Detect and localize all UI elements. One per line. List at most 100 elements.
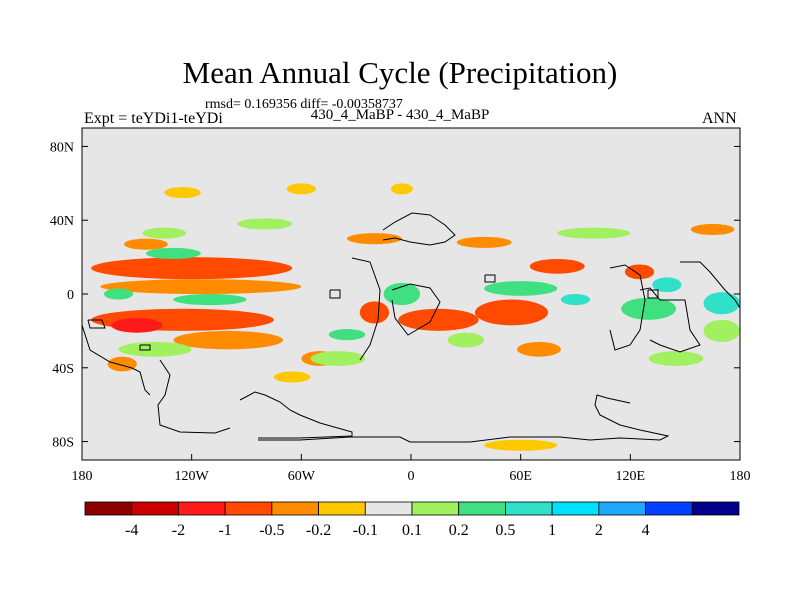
anomaly-patch bbox=[624, 264, 655, 280]
anomaly-patch bbox=[111, 317, 163, 333]
colorbar-label: 0.2 bbox=[449, 522, 469, 539]
anomaly-patch bbox=[529, 258, 585, 274]
anomaly-patch bbox=[484, 439, 558, 451]
x-tick-label: 180 bbox=[72, 469, 93, 484]
y-axis: 80N 40N 0 40S 80S bbox=[50, 140, 740, 451]
chart-title: Mean Annual Cycle (Precipitation) bbox=[182, 55, 618, 90]
coastline-europe bbox=[382, 212, 456, 246]
colorbar-swatch bbox=[318, 501, 366, 516]
colorbar-label: -1 bbox=[218, 522, 231, 539]
colorbar-label: 4 bbox=[642, 522, 650, 539]
anomaly-patch bbox=[484, 281, 558, 296]
anomaly-patch bbox=[328, 329, 366, 341]
x-tick-label: 120W bbox=[175, 469, 210, 484]
anomaly-patch bbox=[652, 277, 682, 293]
coastline-east-asia bbox=[680, 261, 740, 309]
anomaly-patch bbox=[557, 227, 631, 239]
colorbar-label: -4 bbox=[125, 522, 138, 539]
colorbar-swatch bbox=[84, 501, 133, 516]
coastline-indonesia bbox=[609, 264, 646, 351]
colorbar-label: -2 bbox=[172, 522, 185, 539]
anomaly-patch bbox=[124, 238, 168, 250]
colorbar-label: -0.5 bbox=[259, 522, 284, 539]
colorbar-label: 0.1 bbox=[402, 522, 422, 539]
coastline-arabia bbox=[391, 283, 441, 336]
colorbar-swatch bbox=[224, 501, 273, 516]
y-tick-label: 80S bbox=[52, 436, 74, 451]
anomaly-patch bbox=[173, 330, 284, 350]
anomaly-patch bbox=[359, 301, 390, 324]
anomaly-field bbox=[91, 183, 740, 451]
colorbar-swatch bbox=[551, 501, 600, 516]
colorbar-swatch bbox=[598, 501, 646, 516]
anomaly-patch bbox=[383, 282, 421, 306]
colorbar-swatch bbox=[271, 501, 319, 516]
x-tick-label: 0 bbox=[408, 469, 415, 484]
y-tick-label: 0 bbox=[67, 288, 74, 303]
anomaly-patch bbox=[474, 299, 549, 326]
anomaly-patch bbox=[517, 341, 561, 357]
anomaly-patch bbox=[690, 223, 735, 235]
coastline-west-pacific bbox=[82, 324, 151, 396]
y-tick-label: 80N bbox=[50, 140, 74, 155]
anomaly-patch bbox=[447, 332, 485, 348]
y-tick-label: 40N bbox=[50, 214, 74, 229]
coastline-small-island-d bbox=[647, 289, 659, 299]
x-tick-label: 120E bbox=[616, 469, 646, 484]
x-tick-label: 60W bbox=[288, 469, 316, 484]
x-tick-label: 180 bbox=[730, 469, 751, 484]
anomaly-patch bbox=[142, 227, 187, 239]
colorbar-label: -0.2 bbox=[306, 522, 331, 539]
anomaly-patch bbox=[145, 247, 201, 259]
y-tick-label: 40S bbox=[52, 362, 74, 377]
anomaly-patch bbox=[107, 356, 137, 372]
experiment-label: Expt = teYDi1-teYDi bbox=[84, 110, 223, 127]
chart-subtitle: 430_4_MaBP - 430_4_MaBP bbox=[310, 107, 490, 123]
anomaly-patch bbox=[648, 351, 704, 366]
x-axis: 180 120W 60W 0 60E 120E 180 bbox=[72, 454, 751, 484]
anomaly-patch bbox=[164, 187, 201, 199]
anomaly-patch bbox=[703, 292, 740, 315]
colorbar-swatch bbox=[178, 501, 226, 516]
rmsd-diff-stats: rmsd= 0.169356 diff= -0.00358737 bbox=[205, 97, 403, 112]
colorbar: -4 -2 -1 -0.5 -0.2 -0.1 0.1 0.2 0.5 1 2 4 bbox=[84, 501, 740, 539]
colorbar-swatch bbox=[505, 501, 553, 516]
anomaly-patch bbox=[103, 288, 134, 300]
anomaly-patch bbox=[118, 341, 192, 357]
colorbar-swatch bbox=[131, 501, 179, 516]
coastline-southern-ocean bbox=[157, 359, 231, 434]
colorbar-swatch bbox=[458, 501, 506, 516]
anomaly-patch bbox=[310, 351, 366, 366]
coastline-small-island-c bbox=[484, 274, 496, 283]
coastline-small-island-a bbox=[139, 344, 151, 351]
colorbar-label: -0.1 bbox=[353, 522, 378, 539]
anomaly-patch bbox=[286, 183, 316, 195]
colorbar-swatch bbox=[691, 501, 740, 516]
anomaly-patch bbox=[91, 257, 293, 280]
anomaly-patch bbox=[560, 294, 591, 306]
anomaly-patch bbox=[347, 233, 402, 245]
coastline-antarctica bbox=[258, 394, 670, 443]
colorbar-label: 2 bbox=[595, 522, 603, 539]
coastline-new-guinea bbox=[87, 319, 106, 329]
anomaly-patch bbox=[273, 371, 311, 383]
anomaly-patch bbox=[398, 308, 479, 331]
colorbar-label: 1 bbox=[548, 522, 556, 539]
anomaly-patch bbox=[173, 294, 247, 306]
coastline-australia bbox=[639, 287, 701, 353]
colorbar-swatch bbox=[411, 501, 460, 516]
season-label: ANN bbox=[702, 110, 737, 127]
x-tick-label: 60E bbox=[509, 469, 532, 484]
anomaly-patch bbox=[100, 279, 302, 294]
coastline-africa bbox=[351, 257, 381, 361]
anomaly-patch bbox=[621, 297, 677, 320]
colorbar-swatch bbox=[364, 501, 413, 516]
anomaly-patch bbox=[703, 319, 740, 342]
coastline-small-island-b bbox=[329, 289, 341, 299]
anomaly-patch bbox=[237, 218, 293, 230]
colorbar-label: 0.5 bbox=[495, 522, 515, 539]
anomaly-patch bbox=[390, 183, 413, 195]
colorbar-swatch bbox=[645, 501, 693, 516]
anomaly-patch bbox=[456, 236, 512, 248]
